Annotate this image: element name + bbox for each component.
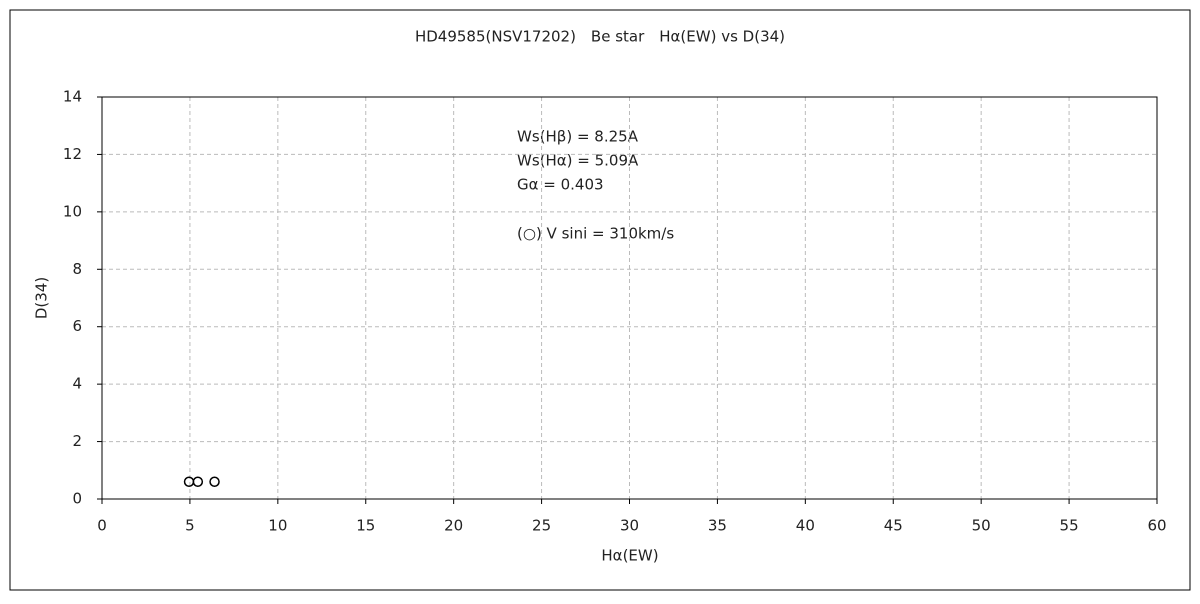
x-tick-label: 35 (708, 517, 727, 535)
chart-title: HD49585(NSV17202) Be star Hα(EW) vs D(34… (415, 28, 785, 46)
y-tick-label: 4 (72, 375, 82, 393)
x-tick-label: 15 (356, 517, 375, 535)
annotation: Ws(Hβ) = 8.25A (517, 128, 639, 146)
x-tick-label: 5 (185, 517, 195, 535)
y-tick-label: 0 (72, 490, 82, 508)
x-tick-label: 60 (1147, 517, 1166, 535)
y-tick-label: 8 (72, 260, 82, 278)
x-tick-label: 50 (972, 517, 991, 535)
y-tick-label: 10 (63, 202, 82, 220)
x-tick-label: 20 (444, 517, 463, 535)
annotation: Gα = 0.403 (517, 176, 604, 194)
chart-border (9, 9, 1191, 591)
x-tick-label: 45 (884, 517, 903, 535)
y-tick-label: 14 (63, 88, 82, 106)
annotation: Ws(Hα) = 5.09A (517, 152, 639, 170)
point (192, 476, 204, 488)
annotation: (○) V sini = 310km/s (517, 225, 674, 243)
y-axis-label: D(34) (33, 277, 51, 319)
x-tick-label: 40 (796, 517, 815, 535)
x-tick-label: 25 (532, 517, 551, 535)
y-tick-label: 6 (72, 317, 82, 335)
plot-area (101, 96, 1158, 500)
x-axis-label: Hα(EW) (601, 547, 658, 565)
x-tick-label: 10 (268, 517, 287, 535)
y-tick-label: 12 (63, 145, 82, 163)
x-tick-label: 55 (1060, 517, 1079, 535)
point (209, 476, 220, 488)
y-tick-label: 2 (72, 432, 82, 450)
x-tick-label: 0 (97, 517, 107, 535)
x-tick-label: 30 (620, 517, 639, 535)
